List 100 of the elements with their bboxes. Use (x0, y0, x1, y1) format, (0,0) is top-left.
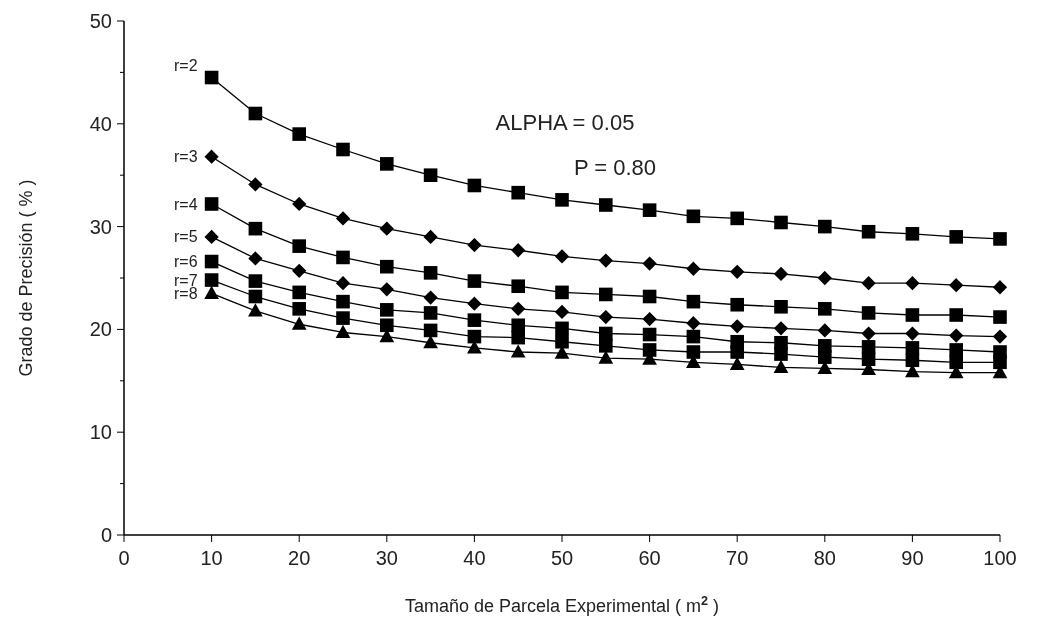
point (248, 221, 263, 236)
point (336, 142, 350, 157)
point (861, 326, 876, 341)
point (555, 346, 569, 359)
point (774, 347, 788, 361)
x-tick-label: 90 (901, 547, 924, 569)
point (204, 286, 219, 300)
point (467, 329, 482, 344)
point (642, 256, 657, 271)
point (511, 345, 525, 358)
point (511, 318, 525, 333)
point (905, 326, 920, 341)
series-label: r=5 (174, 228, 198, 246)
point (861, 224, 876, 239)
point (949, 328, 963, 343)
point (818, 323, 832, 338)
point (686, 209, 701, 224)
y-tick-label: 10 (89, 421, 112, 444)
point (423, 266, 438, 280)
y-tick-label: 40 (89, 112, 112, 135)
point (467, 274, 482, 288)
point (730, 357, 744, 370)
x-tick-label: 60 (638, 547, 661, 569)
point (380, 221, 394, 236)
point (248, 274, 263, 288)
point (949, 355, 963, 370)
point (905, 353, 920, 368)
point (730, 345, 744, 359)
y-tick-label: 20 (89, 318, 112, 341)
point (686, 316, 701, 331)
point (774, 360, 788, 374)
point (467, 313, 482, 327)
point (292, 264, 306, 278)
y-axis-title: Grado de Precisión ( % ) (16, 179, 36, 377)
point (248, 289, 263, 304)
x-tick-label: 0 (118, 547, 130, 569)
point (511, 243, 525, 258)
y-tick-label: 50 (89, 10, 112, 32)
x-tick-label: 10 (200, 547, 223, 569)
x-axis-title: Tamaño de Parcela Experimental ( m$^{2}$ ) (404, 594, 720, 616)
point (642, 312, 657, 326)
point (248, 106, 263, 121)
point (336, 250, 350, 265)
x-tick-label: 30 (375, 547, 398, 569)
point (511, 330, 525, 345)
point (774, 321, 788, 336)
x-tick-label: 20 (288, 547, 311, 569)
x-tick-label: 100 (983, 547, 1017, 569)
point (818, 271, 832, 285)
point (423, 306, 438, 320)
point (248, 251, 263, 266)
point (380, 157, 394, 171)
point (204, 230, 219, 244)
series-label: r=2 (174, 57, 198, 75)
point (949, 343, 963, 357)
point (292, 239, 306, 253)
point (599, 310, 613, 324)
point (292, 127, 306, 141)
series-label: r=8 (174, 285, 198, 303)
point (292, 285, 306, 300)
point (861, 306, 876, 320)
annotation: ALPHA = 0.05 (495, 110, 635, 135)
point (642, 327, 657, 342)
point (555, 193, 569, 207)
point (905, 227, 920, 241)
point (642, 343, 657, 357)
point (336, 211, 350, 226)
point (204, 149, 219, 164)
point (774, 299, 788, 314)
point (292, 317, 306, 330)
point (336, 311, 350, 325)
point (204, 254, 219, 269)
point (336, 325, 350, 339)
series-label: r=4 (174, 195, 198, 213)
point (993, 232, 1007, 246)
point (336, 294, 350, 309)
point (599, 351, 613, 364)
point (774, 215, 788, 230)
y-tick-label: 30 (89, 215, 112, 238)
point (818, 219, 832, 234)
point (818, 361, 832, 375)
point (423, 323, 438, 338)
point (467, 341, 482, 354)
point (204, 70, 219, 85)
x-tick-label: 50 (550, 547, 574, 569)
point (204, 273, 219, 287)
point (599, 198, 613, 212)
series-label: r=3 (174, 148, 198, 166)
x-tick-label: 70 (726, 547, 749, 569)
point (949, 230, 963, 244)
point (204, 197, 219, 211)
point (993, 310, 1007, 324)
series-label: r=6 (174, 253, 198, 271)
point (993, 329, 1007, 344)
point (905, 276, 920, 290)
point (467, 238, 482, 252)
point (599, 253, 613, 268)
point (861, 276, 876, 290)
point (949, 278, 963, 292)
point (555, 321, 569, 336)
